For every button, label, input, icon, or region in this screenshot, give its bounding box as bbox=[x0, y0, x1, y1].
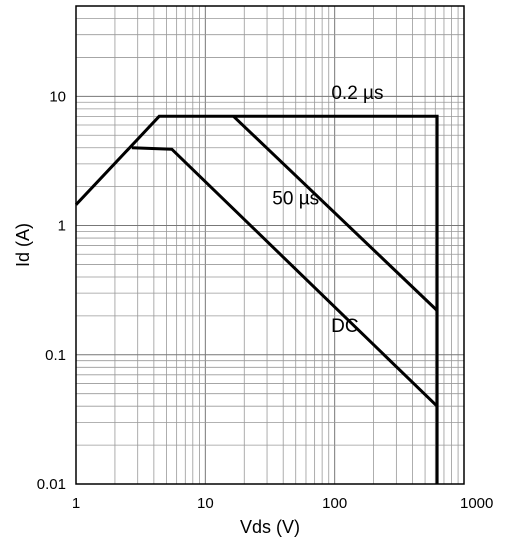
annotation-label: 50 µs bbox=[272, 189, 319, 210]
tick-layer: 1 10 100 1000 0.01 0.1 1 10 bbox=[37, 88, 494, 512]
x-tick-label: 100 bbox=[322, 495, 347, 512]
x-tick-label: 1000 bbox=[460, 495, 493, 512]
y-tick-label: 0.01 bbox=[37, 476, 66, 493]
series-layer bbox=[74, 114, 439, 484]
annotation-layer: 0.2 µs 50 µs DC bbox=[272, 83, 383, 337]
series-line-1 bbox=[74, 114, 439, 484]
x-axis-label: Vds (V) bbox=[240, 517, 300, 537]
plot-frame bbox=[75, 5, 465, 485]
y-tick-label: 10 bbox=[49, 88, 66, 105]
y-axis-label: Id (A) bbox=[13, 223, 33, 267]
annotation-label: 0.2 µs bbox=[331, 83, 383, 104]
y-tick-label: 1 bbox=[58, 218, 66, 235]
series-line-2 bbox=[232, 115, 439, 312]
y-tick-label: 0.1 bbox=[45, 347, 66, 364]
x-tick-label: 10 bbox=[197, 495, 214, 512]
series-line-3 bbox=[131, 146, 439, 408]
x-tick-label: 1 bbox=[72, 495, 80, 512]
annotation-label: DC bbox=[331, 316, 358, 337]
